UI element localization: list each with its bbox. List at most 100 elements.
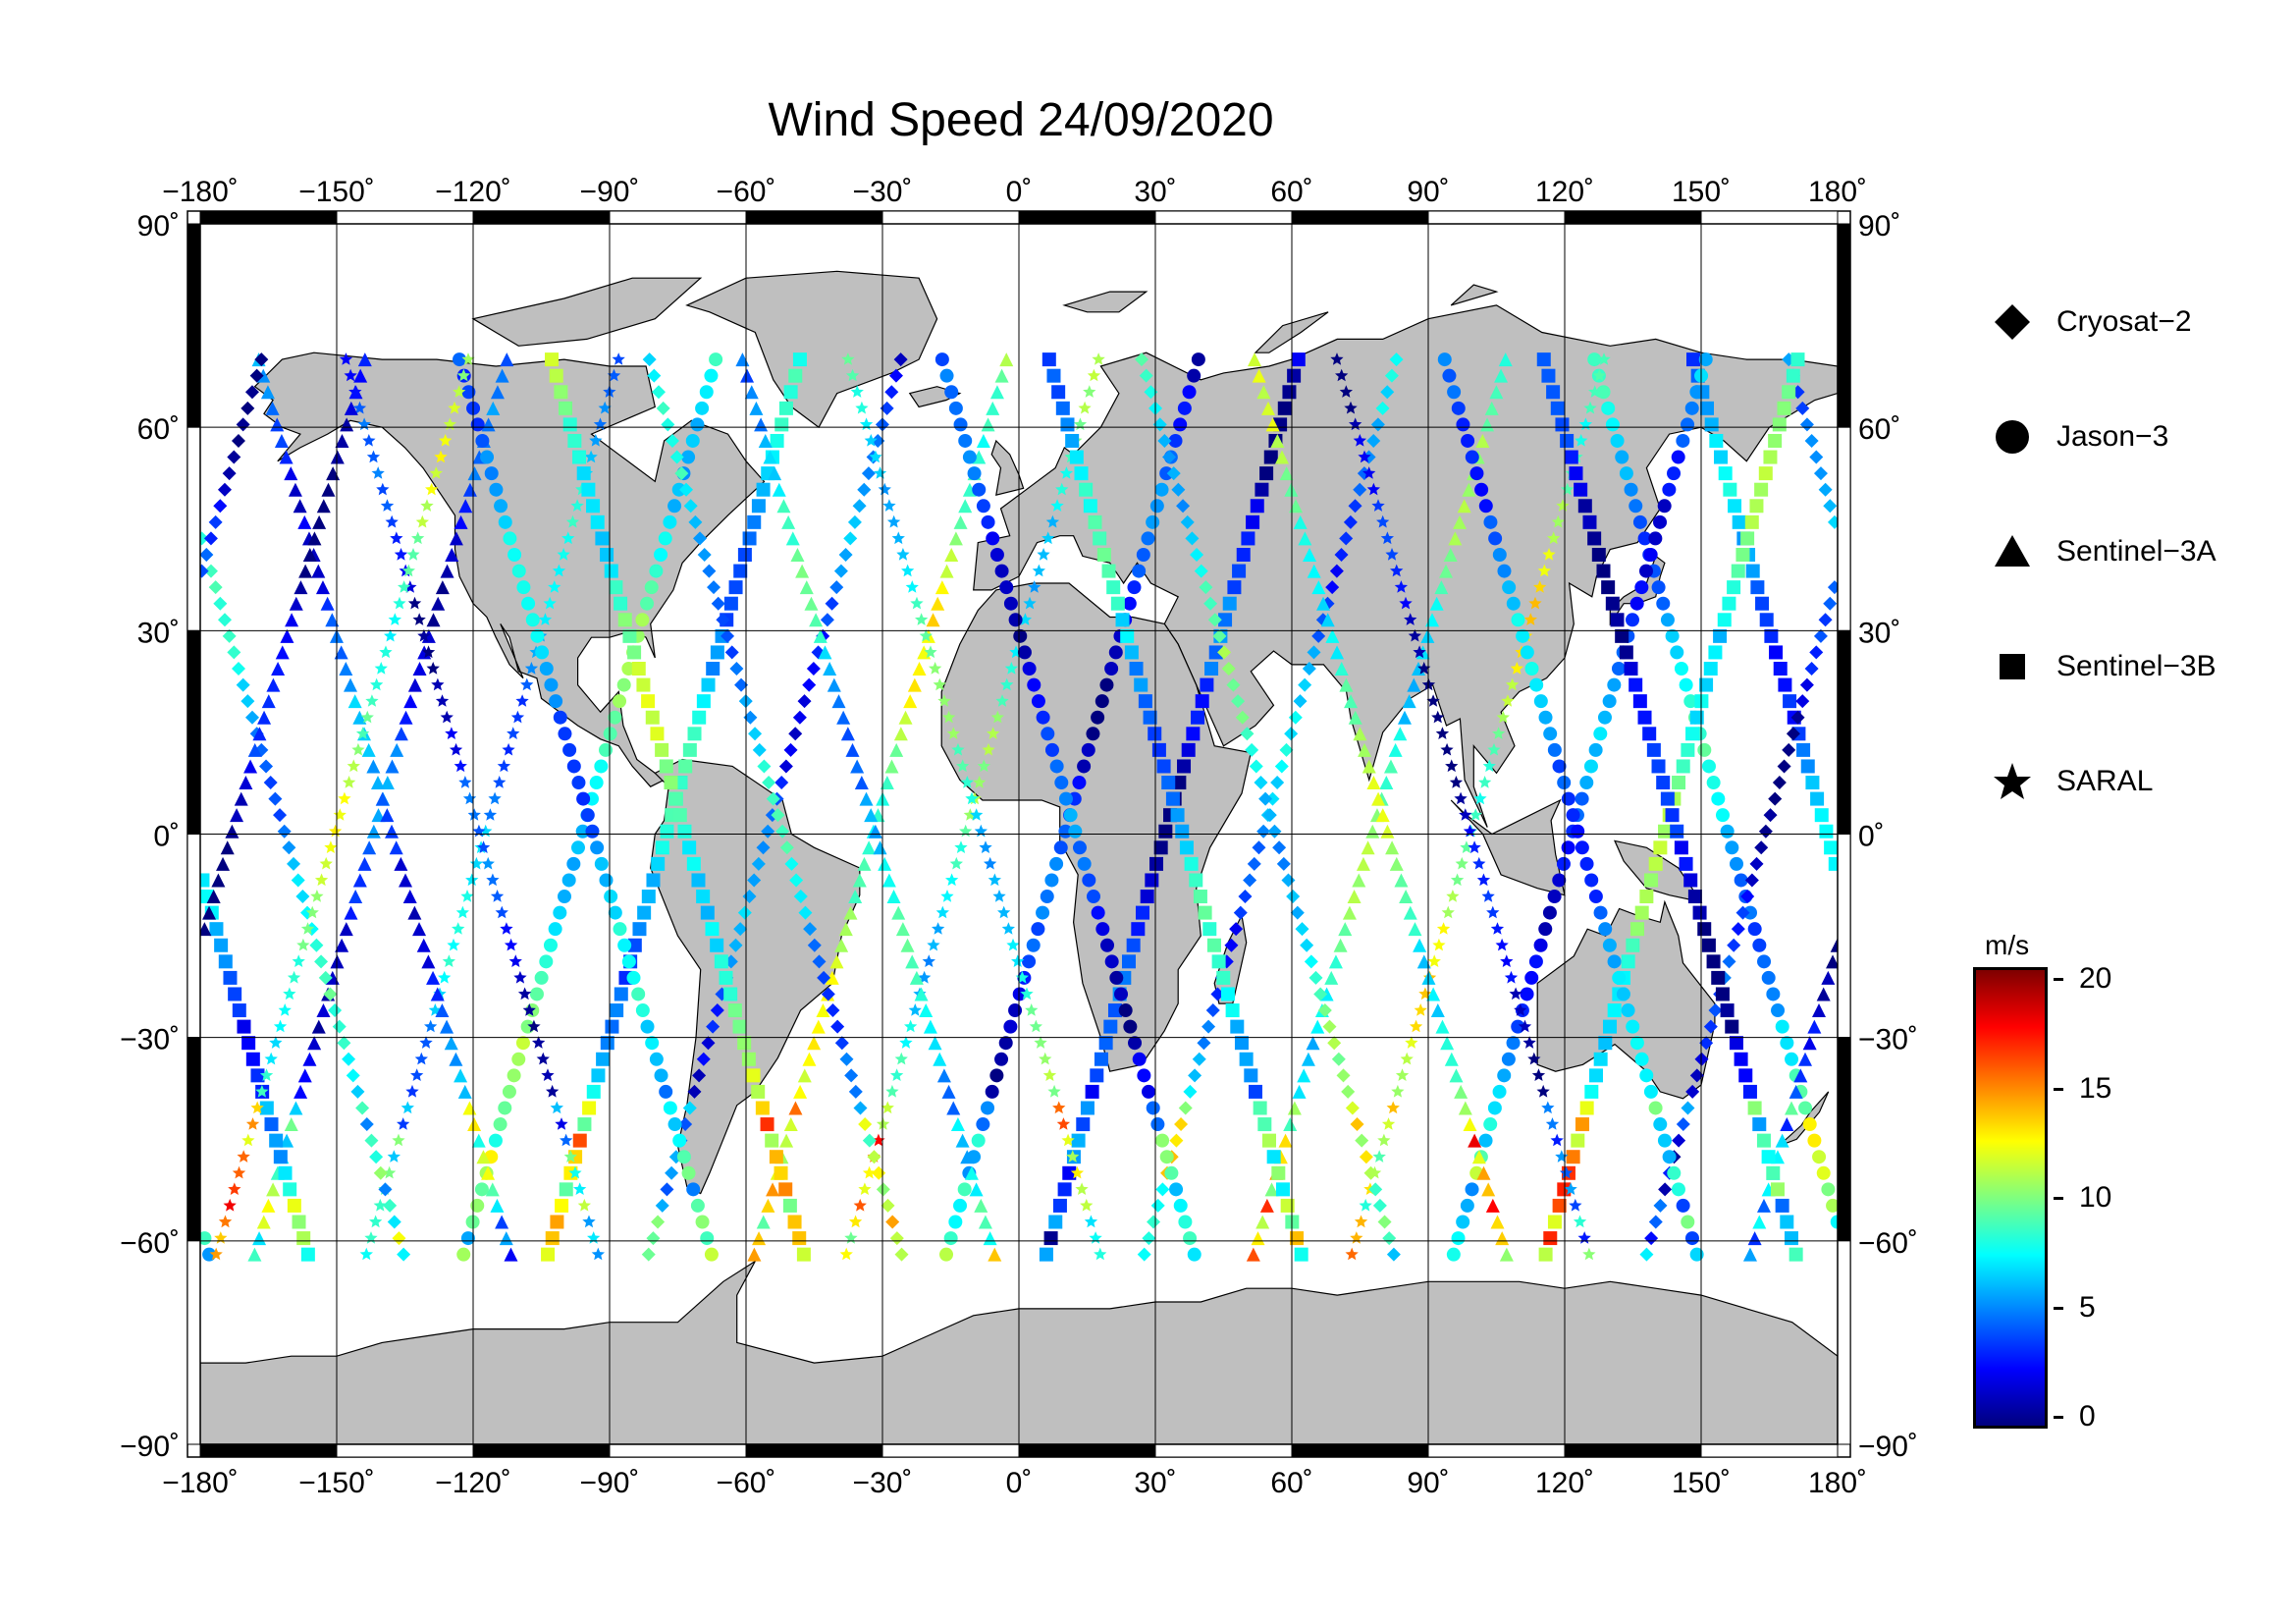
track-point bbox=[480, 450, 495, 464]
track-point bbox=[563, 1150, 577, 1163]
track-point bbox=[1074, 466, 1089, 481]
frame-bar-bottom bbox=[1700, 1443, 1839, 1458]
track-point bbox=[1098, 1036, 1113, 1051]
track-point bbox=[1350, 1117, 1364, 1132]
track-point bbox=[517, 987, 532, 1001]
track-point bbox=[206, 890, 221, 904]
lon-tick-bottom: 150˚ bbox=[1672, 1467, 1731, 1499]
track-point bbox=[1420, 628, 1435, 643]
track-point bbox=[756, 840, 771, 855]
track-point bbox=[1461, 433, 1475, 448]
track-point bbox=[1761, 1150, 1776, 1164]
track-point bbox=[1653, 514, 1668, 529]
track-point bbox=[1445, 759, 1459, 773]
track-point bbox=[1307, 645, 1321, 660]
track-point bbox=[721, 628, 735, 643]
track-point bbox=[1135, 352, 1149, 367]
track-point bbox=[359, 1117, 374, 1132]
track-point bbox=[294, 1084, 308, 1099]
track-point bbox=[1715, 808, 1730, 823]
track-point bbox=[1703, 662, 1718, 676]
track-point bbox=[1176, 499, 1191, 514]
track-point bbox=[1435, 1019, 1450, 1034]
lon-tick-top: 150˚ bbox=[1672, 176, 1731, 208]
track-point bbox=[1289, 499, 1304, 514]
track-point bbox=[651, 856, 666, 871]
track-point bbox=[488, 791, 502, 805]
legend-label: Cryosat−2 bbox=[2056, 305, 2192, 338]
track-point bbox=[1674, 840, 1688, 855]
track-point bbox=[489, 482, 504, 497]
track-point bbox=[699, 385, 714, 400]
track-point bbox=[1643, 1084, 1658, 1099]
track-point bbox=[1189, 873, 1203, 888]
track-point bbox=[383, 1165, 397, 1179]
track-point bbox=[869, 450, 882, 463]
track-point bbox=[1437, 352, 1452, 367]
track-point bbox=[1335, 368, 1349, 382]
track-point bbox=[838, 547, 853, 562]
track-point bbox=[1625, 613, 1639, 627]
track-point bbox=[626, 970, 641, 985]
track-point bbox=[1186, 727, 1201, 741]
track-point bbox=[335, 433, 349, 448]
track-point bbox=[604, 564, 618, 578]
track-point bbox=[580, 808, 595, 823]
track-point bbox=[691, 873, 706, 888]
track-point bbox=[774, 1165, 788, 1180]
track-point bbox=[456, 1247, 471, 1262]
track-point bbox=[1473, 791, 1487, 805]
track-point bbox=[538, 613, 553, 625]
track-point bbox=[572, 450, 587, 464]
track-point bbox=[641, 1247, 656, 1262]
track-point bbox=[284, 1117, 298, 1132]
track-point bbox=[314, 954, 329, 969]
track-point bbox=[448, 401, 461, 414]
track-point bbox=[1782, 742, 1796, 757]
track-point bbox=[1136, 547, 1150, 562]
track-point bbox=[1157, 433, 1172, 448]
track-point bbox=[766, 791, 780, 806]
track-point bbox=[1799, 417, 1814, 432]
track-point bbox=[1000, 677, 1014, 691]
track-point bbox=[1577, 499, 1592, 514]
track-point bbox=[627, 938, 642, 952]
track-point bbox=[1272, 840, 1287, 855]
track-point bbox=[962, 450, 977, 464]
track-point bbox=[737, 1036, 752, 1051]
track-point bbox=[1080, 1198, 1094, 1212]
track-point bbox=[1529, 677, 1544, 692]
track-point bbox=[232, 662, 246, 676]
lat-tick-left: 90˚ bbox=[137, 210, 180, 243]
track-point bbox=[346, 1068, 360, 1083]
track-point bbox=[1483, 514, 1498, 529]
track-point bbox=[213, 499, 228, 514]
track-point bbox=[1711, 791, 1726, 806]
track-point bbox=[1044, 742, 1059, 757]
track-point bbox=[1143, 710, 1157, 725]
track-point bbox=[365, 694, 379, 707]
track-point bbox=[674, 466, 689, 481]
track-point bbox=[1689, 1068, 1704, 1083]
track-point bbox=[1301, 1052, 1315, 1066]
track-point bbox=[641, 694, 656, 709]
track-point bbox=[1800, 759, 1815, 774]
track-point bbox=[1029, 1019, 1042, 1033]
track-point bbox=[1653, 1198, 1668, 1213]
track-point bbox=[1634, 905, 1649, 920]
track-point bbox=[936, 1068, 951, 1083]
track-point bbox=[344, 905, 358, 920]
track-point bbox=[1358, 742, 1372, 757]
frame-bar-top bbox=[1427, 210, 1566, 225]
track-point bbox=[1536, 352, 1551, 367]
track-point bbox=[1681, 742, 1695, 757]
track-point bbox=[1022, 662, 1037, 676]
track-point bbox=[641, 890, 656, 904]
track-point bbox=[880, 401, 894, 415]
track-point bbox=[1399, 596, 1413, 610]
track-point bbox=[600, 1036, 614, 1051]
track-point bbox=[1674, 662, 1688, 676]
track-point bbox=[1178, 1215, 1193, 1229]
track-point bbox=[289, 1101, 303, 1115]
track-point bbox=[1171, 482, 1186, 497]
